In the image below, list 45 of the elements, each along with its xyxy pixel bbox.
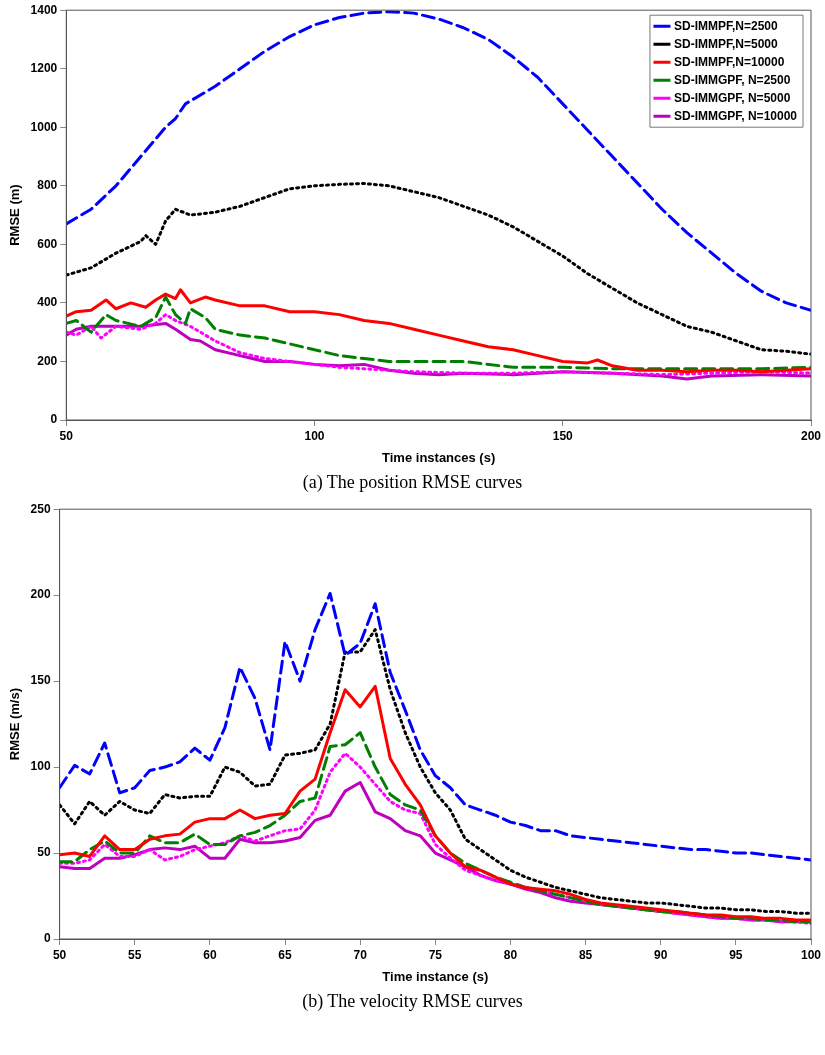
x-tick-label: 100 — [800, 947, 822, 962]
y-tick-label: 800 — [37, 178, 58, 193]
line-series — [59, 628, 811, 915]
x-tick-label: 60 — [203, 947, 217, 962]
y-tick-label: 1400 — [30, 2, 58, 17]
x-tick-label: 70 — [353, 947, 368, 962]
y-tick-label: 250 — [30, 501, 51, 516]
y-tick-label: 1000 — [30, 119, 58, 134]
text: (b) The velocity RMSE curves — [301, 991, 524, 1012]
legend-label: SD-IMMGPF, N=10000 — [673, 108, 798, 123]
y-tick-label: 400 — [37, 295, 58, 310]
x-tick-label: 85 — [578, 947, 593, 962]
x-tick-label: 50 — [59, 428, 74, 443]
y-tick-label: 200 — [30, 587, 51, 602]
x-tick-label: 80 — [503, 947, 518, 962]
y-tick-label: 0 — [43, 931, 51, 946]
x-tick-label: 75 — [428, 947, 443, 962]
legend-label: SD-IMMGPF, N=2500 — [673, 72, 791, 87]
x-tick-label: 100 — [304, 428, 325, 443]
x-tick-label: 90 — [654, 947, 668, 962]
x-tick-label: 55 — [128, 947, 142, 962]
line-series — [66, 181, 811, 356]
x-tick-label: 200 — [800, 428, 822, 443]
line-series — [66, 313, 811, 377]
x-tick-label: 65 — [278, 947, 293, 962]
legend-label: SD-IMMGPF, N=5000 — [673, 90, 791, 105]
line-series — [66, 10, 811, 312]
legend-label: SD-IMMPF,N=10000 — [673, 54, 785, 69]
y-tick-label: 150 — [30, 673, 51, 688]
y-axis-title: RMSE (m/s) — [7, 687, 23, 761]
y-tick-label: 600 — [37, 236, 58, 251]
legend-label: SD-IMMPF,N=2500 — [673, 18, 778, 33]
y-tick-label: 200 — [37, 353, 58, 368]
x-tick-label: 95 — [729, 947, 743, 962]
x-tick-label: 150 — [552, 428, 574, 443]
y-tick-label: 0 — [50, 412, 58, 427]
line-series — [59, 591, 811, 862]
y-axis-title: RMSE (m) — [7, 184, 23, 246]
legend-label: SD-IMMPF,N=5000 — [673, 36, 778, 51]
y-tick-label: 100 — [30, 759, 51, 774]
x-axis-title: Time instances (s) — [382, 449, 496, 465]
x-axis-title: Time instance (s) — [382, 968, 489, 984]
text: (a) The position RMSE curves — [301, 472, 524, 493]
y-tick-label: 1200 — [30, 61, 58, 76]
y-tick-label: 50 — [37, 845, 51, 860]
